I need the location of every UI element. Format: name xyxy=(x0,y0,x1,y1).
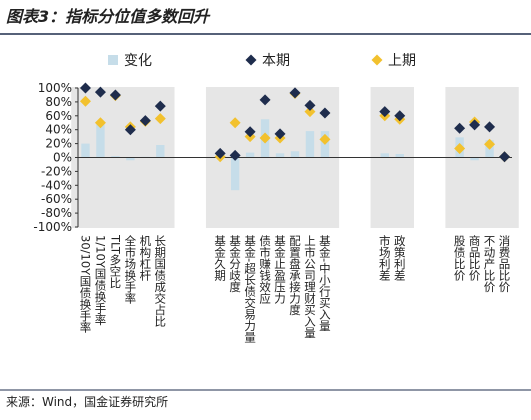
legend-swatch xyxy=(371,54,383,66)
marker xyxy=(94,86,106,98)
x-tick-label: 机构杠杆 xyxy=(138,234,152,282)
y-tick-label: 20% xyxy=(45,137,72,151)
x-tick-label: 1/10Y国债换手率 xyxy=(93,235,107,326)
change-bar xyxy=(96,124,105,158)
marker xyxy=(79,95,91,107)
y-tick-label: -40% xyxy=(41,178,72,192)
x-tick-label: 配置盘承接力度 xyxy=(288,235,302,316)
x-tick-label: 政策利差 xyxy=(393,234,407,281)
marker xyxy=(154,113,166,125)
change-bar xyxy=(111,156,120,158)
marker xyxy=(139,115,151,127)
change-bar xyxy=(275,153,285,158)
x-tick-label: 上市公司理财买入量 xyxy=(303,235,317,339)
y-tick-label: 100% xyxy=(38,81,72,95)
marker xyxy=(454,142,466,154)
marker xyxy=(454,122,466,134)
marker xyxy=(484,138,496,150)
change-bar xyxy=(81,143,90,158)
source: 来源：Wind，国金证券研究所 xyxy=(6,394,168,409)
change-bar xyxy=(126,157,135,161)
marker xyxy=(394,110,406,122)
marker xyxy=(244,126,256,138)
marker xyxy=(79,82,91,94)
change-bar xyxy=(156,144,165,158)
x-tick-label: 基金止盈压力 xyxy=(273,235,287,305)
marker xyxy=(229,149,241,161)
y-tick-label: -100% xyxy=(33,220,72,234)
change-bar xyxy=(230,157,240,191)
y-tick-label: -80% xyxy=(41,206,72,220)
x-tick-label: 全市场换手率 xyxy=(123,234,137,305)
marker xyxy=(319,133,331,145)
marker xyxy=(304,99,316,111)
x-tick-label: 债市赚钱效应 xyxy=(258,234,272,305)
marker xyxy=(274,128,286,140)
marker xyxy=(154,100,166,112)
x-tick-label: 基金-中小行买入量 xyxy=(318,235,332,331)
x-tick-label: 不动产比价 xyxy=(483,235,497,293)
change-bar xyxy=(380,153,389,158)
marker xyxy=(484,121,496,133)
marker xyxy=(289,87,301,99)
marker xyxy=(304,106,316,118)
marker xyxy=(469,119,481,131)
x-tick-label: 基金-超长债交易力量 xyxy=(243,235,257,343)
x-tick-label: 基金久期 xyxy=(213,235,227,282)
y-tick-label: 40% xyxy=(45,123,72,137)
marker xyxy=(214,147,226,159)
marker xyxy=(379,106,391,118)
x-tick-label: 消费品比价 xyxy=(498,234,512,292)
marker xyxy=(259,132,271,144)
marker xyxy=(109,89,121,101)
change-bar xyxy=(290,151,300,158)
change-bar xyxy=(245,152,255,158)
x-tick-label: 股债比价 xyxy=(453,235,467,281)
marker xyxy=(259,94,271,106)
y-tick-label: -60% xyxy=(41,192,72,206)
x-tick-label: 商品比价 xyxy=(468,234,482,281)
y-tick-label: 60% xyxy=(45,109,72,123)
x-tick-label: 基金分歧度 xyxy=(228,235,242,293)
legend-swatch xyxy=(245,54,257,66)
y-tick-label: 0% xyxy=(53,151,72,165)
y-tick-label: -20% xyxy=(41,164,72,178)
marker xyxy=(499,151,511,163)
legend-label: 本期 xyxy=(262,53,290,69)
legend-swatch xyxy=(108,55,118,65)
legend-label: 变化 xyxy=(124,53,152,69)
legend-label: 上期 xyxy=(388,53,416,69)
marker xyxy=(319,107,331,119)
change-bar xyxy=(470,157,479,161)
marker xyxy=(229,117,241,129)
y-tick-label: 80% xyxy=(45,95,72,109)
chart-title: 图表3：指标分位值多数回升 xyxy=(6,7,211,26)
change-bar xyxy=(395,154,404,158)
x-tick-label: 市场利差 xyxy=(378,234,392,281)
x-tick-label: 长期国债成交占比 xyxy=(153,235,167,328)
x-tick-label: 30/10Y国债换手率 xyxy=(78,235,92,333)
x-tick-label: TLT多空比 xyxy=(108,234,122,289)
change-bar xyxy=(305,131,315,158)
marker xyxy=(94,117,106,129)
marker xyxy=(124,124,136,136)
